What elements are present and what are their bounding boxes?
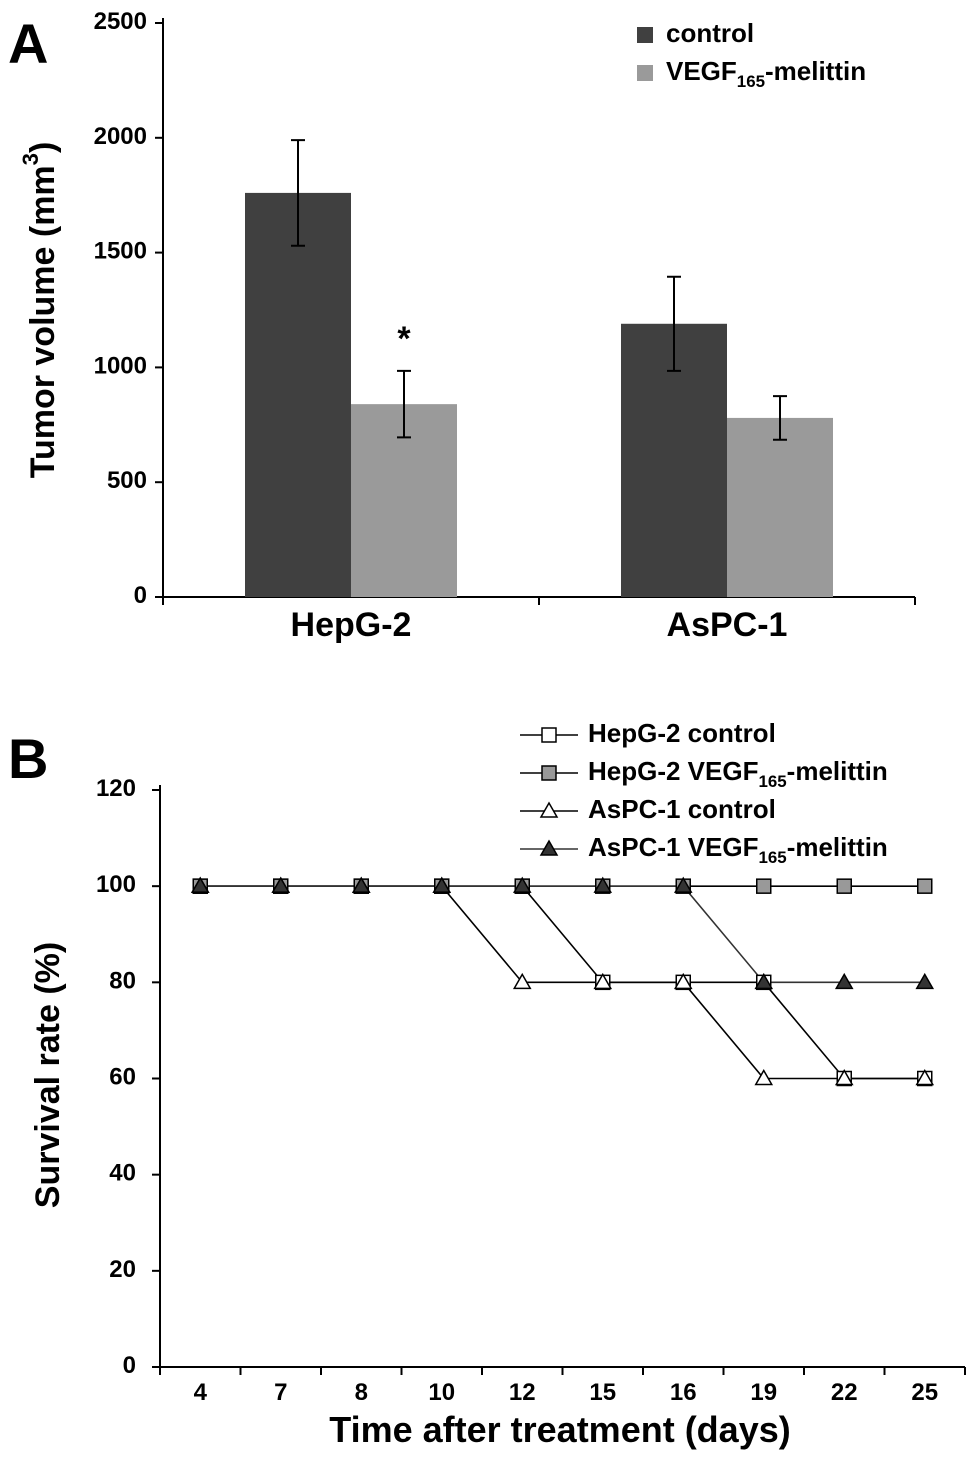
x-tick-label: 10 [428,1379,455,1406]
error-bar [397,369,411,439]
data-point [754,1068,774,1086]
series-line [200,885,925,984]
legend-label: HepG-2 control [588,718,776,748]
data-point [271,876,291,893]
data-point [190,876,210,893]
x-tick-label: AsPC-1 [667,606,788,644]
data-point [512,876,532,893]
error-bar [773,395,787,441]
y-tick-label: 0 [123,1352,136,1379]
annotation: * [397,320,411,358]
y-tick-label: 0 [134,582,147,609]
y-tick-label: 100 [96,872,136,899]
data-point [673,876,693,893]
data-point [754,972,774,990]
data-point [917,878,933,894]
error-bar [667,275,681,372]
x-tick-label: 16 [670,1379,697,1406]
y-tick-label: 1000 [94,353,147,380]
data-point [512,972,532,990]
data-point [593,972,613,990]
y-tick-label: 20 [109,1256,136,1283]
x-tick-label: 4 [194,1379,208,1406]
y-tick-label: 500 [107,468,147,495]
y-tick-label: 40 [109,1160,136,1187]
x-tick-label: 22 [831,1379,858,1406]
legend-marker [539,801,559,818]
data-point [432,876,452,893]
y-tick-label: 120 [96,775,136,802]
panel-label: A [8,12,48,75]
x-tick-label: 8 [355,1379,368,1406]
data-point [351,876,371,893]
legend-label: AsPC-1 VEGF165-melittin [588,832,888,867]
legend-label: control [666,18,754,48]
x-tick-label: 19 [750,1379,777,1406]
legend-marker [541,727,557,743]
legend-swatch [637,27,653,43]
legend-label: HepG-2 VEGF165-melittin [588,756,888,791]
y-tick-label: 2000 [94,123,147,150]
x-tick-label: HepG-2 [291,606,412,644]
data-point [673,972,693,990]
panel-label: B [8,727,48,790]
x-tick-label: 12 [509,1379,536,1406]
legend-label: AsPC-1 control [588,794,776,824]
y-tick-label: 1500 [94,238,147,265]
x-tick-label: 15 [589,1379,616,1406]
legend-marker [539,839,559,856]
bar [727,417,833,597]
data-point [836,878,852,894]
bar [245,192,351,598]
legend-swatch [637,65,653,81]
y-tick-label: 60 [109,1064,136,1091]
data-point [915,972,935,990]
y-tick-label: 80 [109,968,136,995]
x-axis-title: Time after treatment (days) [329,1409,790,1450]
data-point [915,1068,935,1086]
data-point [834,972,854,990]
x-tick-label: 25 [911,1379,938,1406]
y-axis-title: Survival rate (%) [29,942,67,1208]
legend-label: VEGF165-melittin [666,56,866,91]
legend-marker [541,765,557,781]
x-tick-label: 7 [274,1379,287,1406]
data-point [756,878,772,894]
y-tick-label: 2500 [94,8,147,35]
error-bar [291,139,305,247]
y-axis-title: Tumor volume (mm3) [18,142,62,479]
data-point [593,876,613,893]
data-point [834,1068,854,1086]
